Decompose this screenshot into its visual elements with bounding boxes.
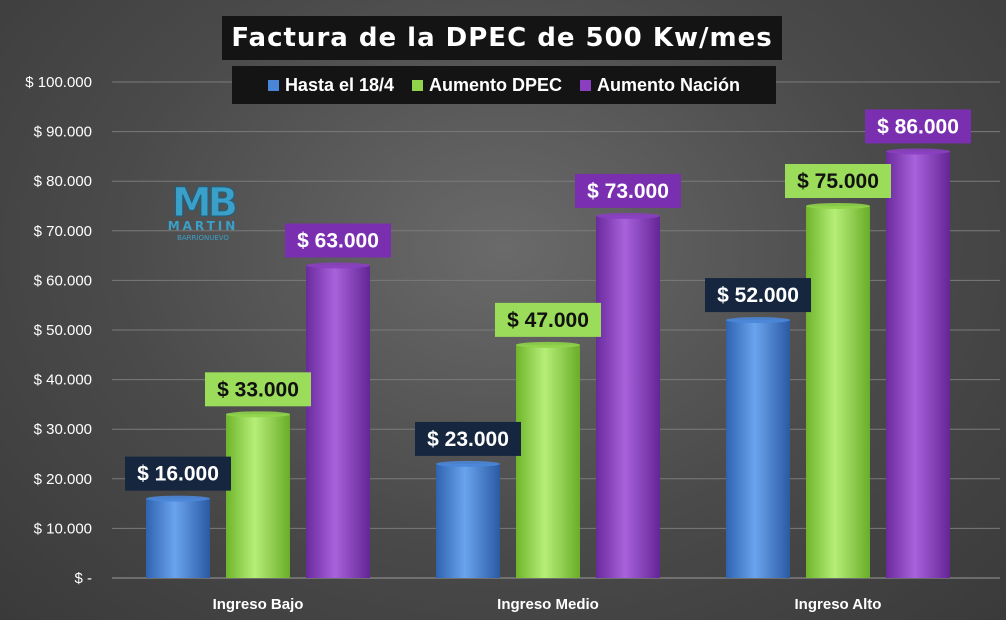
data-label-bg (205, 372, 311, 407)
data-label: $ 75.000 (797, 170, 879, 193)
data-label-bg (575, 173, 681, 208)
bar-0-1 (436, 463, 500, 578)
legend-swatch-series-0 (267, 79, 279, 91)
data-label: $ 86.000 (877, 115, 959, 138)
data-label-bg (705, 278, 811, 313)
bar-1-1 (516, 344, 580, 578)
y-tick-label: $ 60.000 (34, 272, 92, 289)
svg-text:MARTIN: MARTIN (168, 219, 239, 233)
svg-text:BARRIONUEVO: BARRIONUEVO (177, 234, 229, 242)
y-tick-label: $ - (74, 570, 92, 587)
bar-cap (516, 341, 580, 348)
chart-title: Factura de la DPEC de 500 Kw/mes (222, 16, 782, 60)
x-tick-label: Ingreso Alto (795, 596, 882, 613)
bar-2-2 (886, 151, 950, 578)
data-label: $ 23.000 (427, 428, 509, 451)
y-tick-label: $ 20.000 (34, 471, 92, 488)
bar-cap (306, 262, 370, 269)
svg-text:MB: MB (172, 180, 236, 226)
bar-cap (436, 460, 500, 467)
legend: Hasta el 18/4 Aumento DPEC Aumento Nació… (232, 66, 776, 104)
data-label-bg (865, 109, 971, 144)
y-tick-label: $ 40.000 (34, 372, 92, 389)
y-tick-label: $ 50.000 (34, 322, 92, 339)
y-tick-label: $ 90.000 (34, 124, 92, 141)
data-label: $ 33.000 (217, 378, 299, 401)
bar-cap (226, 411, 290, 418)
data-label: $ 52.000 (717, 284, 799, 307)
data-label: $ 16.000 (137, 463, 219, 486)
x-tick-label: Ingreso Medio (497, 596, 599, 613)
legend-label-series-1: Aumento DPEC (429, 74, 563, 95)
legend-item-series-1: Aumento DPEC (412, 75, 562, 96)
bar-0-0 (146, 498, 210, 578)
legend-item-series-0: Hasta el 18/4 (267, 74, 395, 96)
bar-2-0 (306, 265, 370, 578)
y-tick-label: $ 70.000 (34, 223, 92, 240)
data-label-bg (125, 456, 231, 491)
data-label-bg (495, 302, 601, 337)
legend-swatch-series-2 (580, 79, 592, 91)
bar-0-2 (726, 320, 790, 578)
y-tick-label: $ 80.000 (34, 173, 92, 190)
y-tick-label: $ 10.000 (34, 520, 92, 537)
data-label: $ 63.000 (297, 230, 379, 253)
data-label: $ 73.000 (587, 180, 669, 203)
y-tick-label: $ 30.000 (34, 421, 92, 438)
legend-label-series-0: Hasta el 18/4 (284, 74, 395, 95)
data-label: $ 47.000 (507, 309, 589, 332)
x-tick-label: Ingreso Bajo (213, 596, 304, 613)
data-label-bg (285, 223, 391, 258)
data-label-bg (415, 421, 521, 456)
martin-barrionuevo-logo: MB MARTIN BARRIONUEVO (168, 180, 240, 243)
bar-cap (726, 317, 790, 324)
bar-1-2 (806, 206, 870, 578)
y-tick-label: $ 100.000 (25, 74, 92, 91)
bar-cap (806, 203, 870, 209)
legend-item-series-2: Aumento Nación (580, 75, 740, 96)
bar-1-0 (226, 414, 290, 578)
legend-label-series-2: Aumento Nación (597, 74, 741, 95)
bar-cap (886, 148, 950, 155)
data-label-bg (785, 164, 891, 198)
bar-cap (596, 212, 660, 219)
bar-cap (146, 495, 210, 502)
legend-swatch-series-1 (412, 79, 424, 91)
bar-2-1 (596, 215, 660, 579)
